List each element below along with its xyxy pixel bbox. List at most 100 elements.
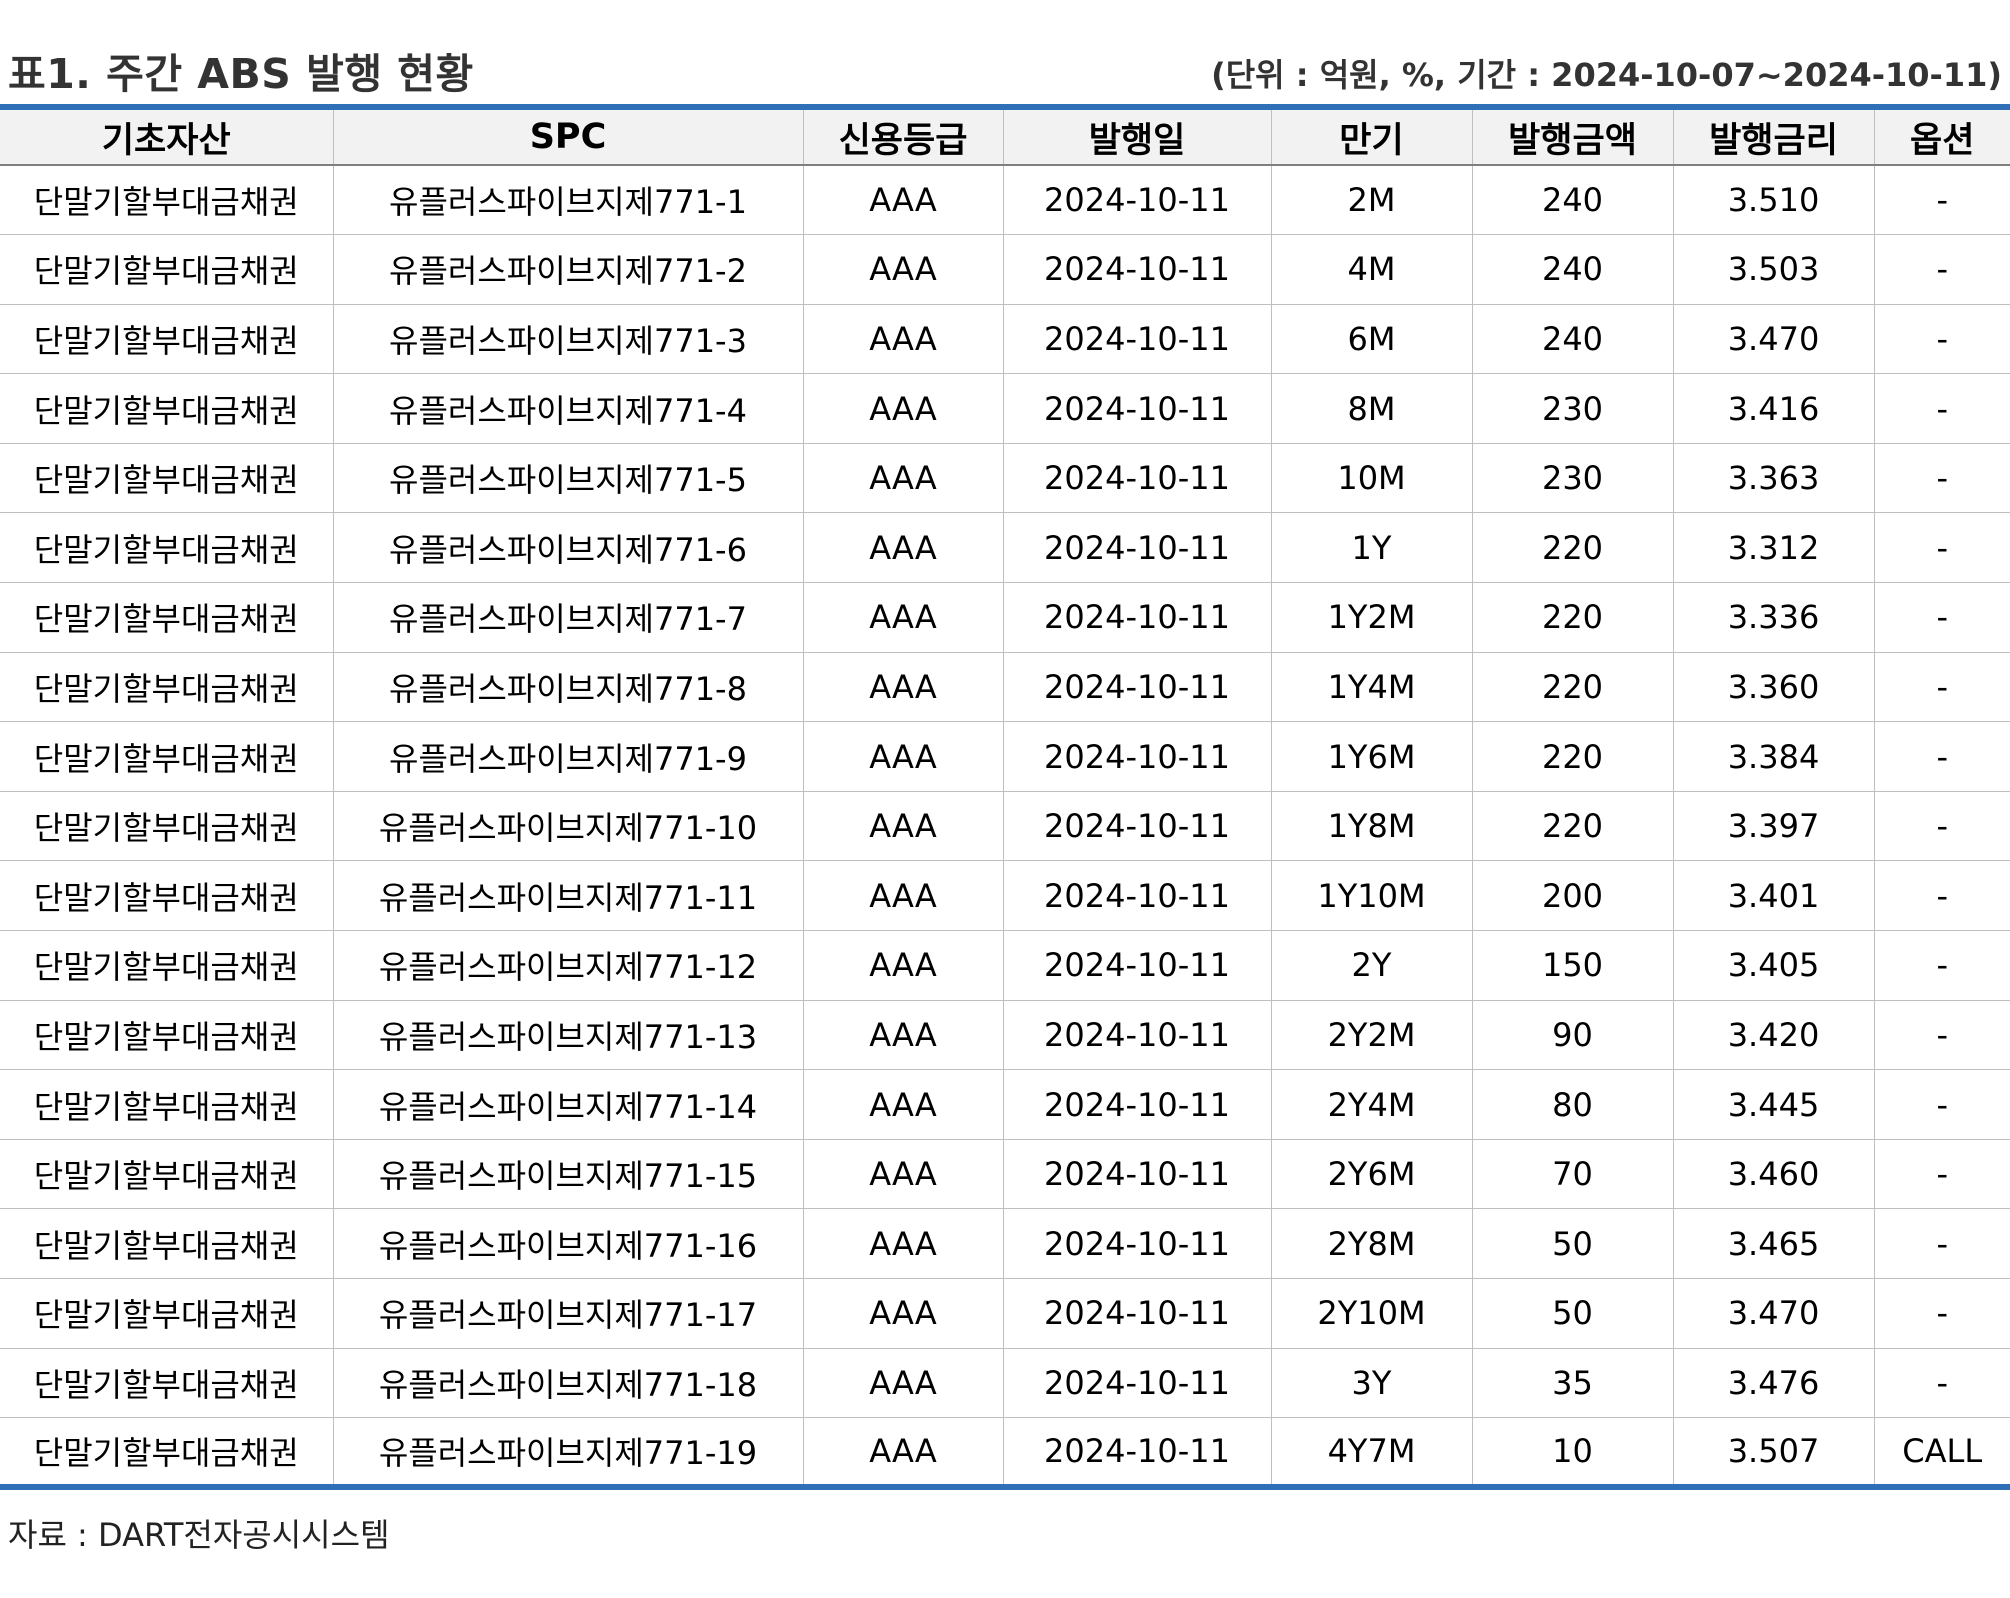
cell-spc: 유플러스파이브지제771-15 — [332, 1139, 803, 1210]
cell-issue-date: 2024-10-11 — [1002, 1348, 1271, 1419]
cell-option: - — [1873, 234, 2010, 305]
cell-issue-amount: 70 — [1471, 1139, 1673, 1210]
table-row: 단말기할부대금채권 유플러스파이브지제771-12 AAA 2024-10-11 2Y 1… — [0, 930, 2010, 1001]
cell-option: - — [1873, 512, 2010, 584]
cell-option: - — [1873, 860, 2010, 932]
cell-spc: 유플러스파이브지제771-5 — [332, 443, 803, 514]
cell-credit-rating: AAA — [802, 443, 1003, 514]
cell-issue-date: 2024-10-11 — [1002, 1278, 1271, 1349]
cell-spc: 유플러스파이브지제771-14 — [332, 1069, 803, 1140]
cell-spc: 유플러스파이브지제771-11 — [332, 860, 803, 932]
cell-issue-date: 2024-10-11 — [1002, 791, 1271, 862]
cell-option: - — [1873, 1278, 2010, 1349]
cell-issue-date: 2024-10-11 — [1002, 721, 1271, 792]
cell-option: CALL — [1873, 1417, 2010, 1491]
cell-credit-rating: AAA — [802, 1348, 1003, 1419]
cell-issue-date: 2024-10-11 — [1002, 582, 1271, 653]
cell-issue-rate: 3.384 — [1672, 721, 1874, 792]
cell-credit-rating: AAA — [802, 791, 1003, 862]
cell-credit-rating: AAA — [802, 721, 1003, 792]
cell-issue-rate: 3.397 — [1672, 791, 1874, 862]
cell-issue-amount: 240 — [1471, 234, 1673, 305]
cell-issue-date: 2024-10-11 — [1002, 1208, 1271, 1279]
cell-issue-rate: 3.445 — [1672, 1069, 1874, 1140]
header-credit-rating: 신용등급 — [802, 104, 1003, 166]
cell-spc: 유플러스파이브지제771-12 — [332, 930, 803, 1001]
cell-credit-rating: AAA — [802, 860, 1003, 932]
cell-underlying-asset: 단말기할부대금채권 — [0, 443, 333, 514]
cell-credit-rating: AAA — [802, 234, 1003, 305]
cell-issue-rate: 3.476 — [1672, 1348, 1874, 1419]
header-issue-rate: 발행금리 — [1672, 104, 1874, 166]
table-row: 단말기할부대금채권 유플러스파이브지제771-17 AAA 2024-10-11 2Y1… — [0, 1278, 2010, 1349]
cell-maturity: 1Y6M — [1270, 721, 1472, 792]
table-row: 단말기할부대금채권 유플러스파이브지제771-10 AAA 2024-10-11 1Y8… — [0, 791, 2010, 862]
cell-maturity: 4Y7M — [1270, 1417, 1472, 1491]
cell-underlying-asset: 단말기할부대금채권 — [0, 721, 333, 792]
table-title: 표1. 주간 ABS 발행 현황 — [8, 50, 474, 98]
cell-maturity: 2Y8M — [1270, 1208, 1472, 1279]
title-bar: 표1. 주간 ABS 발행 현황 (단위 : 억원, %, 기간 : 2024-… — [8, 40, 2002, 100]
cell-option: - — [1873, 791, 2010, 862]
cell-issue-date: 2024-10-11 — [1002, 1139, 1271, 1210]
table-row: 단말기할부대금채권 유플러스파이브지제771-11 AAA 2024-10-11 1Y1… — [0, 860, 2010, 932]
header-underlying-asset: 기초자산 — [0, 104, 333, 166]
cell-issue-date: 2024-10-11 — [1002, 1069, 1271, 1140]
cell-issue-rate: 3.420 — [1672, 1000, 1874, 1071]
cell-credit-rating: AAA — [802, 373, 1003, 444]
table-row: 단말기할부대금채권 유플러스파이브지제771-5 AAA 2024-10-11 10M 2… — [0, 443, 2010, 514]
table-row: 단말기할부대금채권 유플러스파이브지제771-2 AAA 2024-10-11 4M 24… — [0, 234, 2010, 305]
table-row: 단말기할부대금채권 유플러스파이브지제771-15 AAA 2024-10-11 2Y6… — [0, 1139, 2010, 1210]
cell-issue-rate: 3.336 — [1672, 582, 1874, 653]
cell-underlying-asset: 단말기할부대금채권 — [0, 165, 333, 236]
cell-credit-rating: AAA — [802, 165, 1003, 236]
cell-issue-rate: 3.470 — [1672, 1278, 1874, 1349]
cell-spc: 유플러스파이브지제771-19 — [332, 1417, 803, 1491]
cell-issue-date: 2024-10-11 — [1002, 373, 1271, 444]
cell-issue-date: 2024-10-11 — [1002, 930, 1271, 1001]
table-row: 단말기할부대금채권 유플러스파이브지제771-9 AAA 2024-10-11 1Y6M… — [0, 721, 2010, 792]
header-issue-amount: 발행금액 — [1471, 104, 1673, 166]
cell-credit-rating: AAA — [802, 1069, 1003, 1140]
table-row: 단말기할부대금채권 유플러스파이브지제771-19 AAA 2024-10-11 4Y7… — [0, 1417, 2010, 1491]
cell-issue-amount: 150 — [1471, 930, 1673, 1001]
unit-note: (단위 : 억원, %, 기간 : 2024-10-07~2024-10-11) — [1211, 56, 2002, 94]
cell-underlying-asset: 단말기할부대금채권 — [0, 1208, 333, 1279]
cell-option: - — [1873, 1348, 2010, 1419]
table-body: 단말기할부대금채권 유플러스파이브지제771-1 AAA 2024-10-11 2M 24… — [0, 165, 2010, 1491]
table-row: 단말기할부대금채권 유플러스파이브지제771-6 AAA 2024-10-11 1Y 22… — [0, 512, 2010, 584]
cell-spc: 유플러스파이브지제771-8 — [332, 652, 803, 723]
cell-maturity: 2Y — [1270, 930, 1472, 1001]
cell-credit-rating: AAA — [802, 1278, 1003, 1349]
cell-spc: 유플러스파이브지제771-1 — [332, 165, 803, 236]
cell-maturity: 4M — [1270, 234, 1472, 305]
cell-issue-rate: 3.510 — [1672, 165, 1874, 236]
cell-option: - — [1873, 721, 2010, 792]
source-note: 자료 : DART전자공시시스템 — [8, 1516, 390, 1554]
cell-issue-amount: 35 — [1471, 1348, 1673, 1419]
cell-issue-amount: 50 — [1471, 1208, 1673, 1279]
cell-issue-date: 2024-10-11 — [1002, 652, 1271, 723]
cell-underlying-asset: 단말기할부대금채권 — [0, 582, 333, 653]
cell-issue-amount: 220 — [1471, 791, 1673, 862]
header-row: 기초자산 SPC 신용등급 발행일 만기 발행금액 발행금리 옵션 — [0, 104, 2010, 166]
cell-option: - — [1873, 165, 2010, 236]
cell-spc: 유플러스파이브지제771-18 — [332, 1348, 803, 1419]
cell-issue-rate: 3.465 — [1672, 1208, 1874, 1279]
header-spc: SPC — [332, 104, 803, 166]
cell-credit-rating: AAA — [802, 1208, 1003, 1279]
cell-underlying-asset: 단말기할부대금채권 — [0, 512, 333, 584]
cell-issue-date: 2024-10-11 — [1002, 443, 1271, 514]
cell-spc: 유플러스파이브지제771-9 — [332, 721, 803, 792]
cell-issue-rate: 3.470 — [1672, 304, 1874, 375]
cell-underlying-asset: 단말기할부대금채권 — [0, 860, 333, 932]
cell-credit-rating: AAA — [802, 304, 1003, 375]
cell-spc: 유플러스파이브지제771-10 — [332, 791, 803, 862]
cell-issue-amount: 230 — [1471, 443, 1673, 514]
cell-issue-date: 2024-10-11 — [1002, 304, 1271, 375]
cell-maturity: 2M — [1270, 165, 1472, 236]
cell-issue-rate: 3.503 — [1672, 234, 1874, 305]
cell-maturity: 2Y6M — [1270, 1139, 1472, 1210]
table-row: 단말기할부대금채권 유플러스파이브지제771-13 AAA 2024-10-11 2Y2… — [0, 1000, 2010, 1071]
cell-maturity: 1Y8M — [1270, 791, 1472, 862]
